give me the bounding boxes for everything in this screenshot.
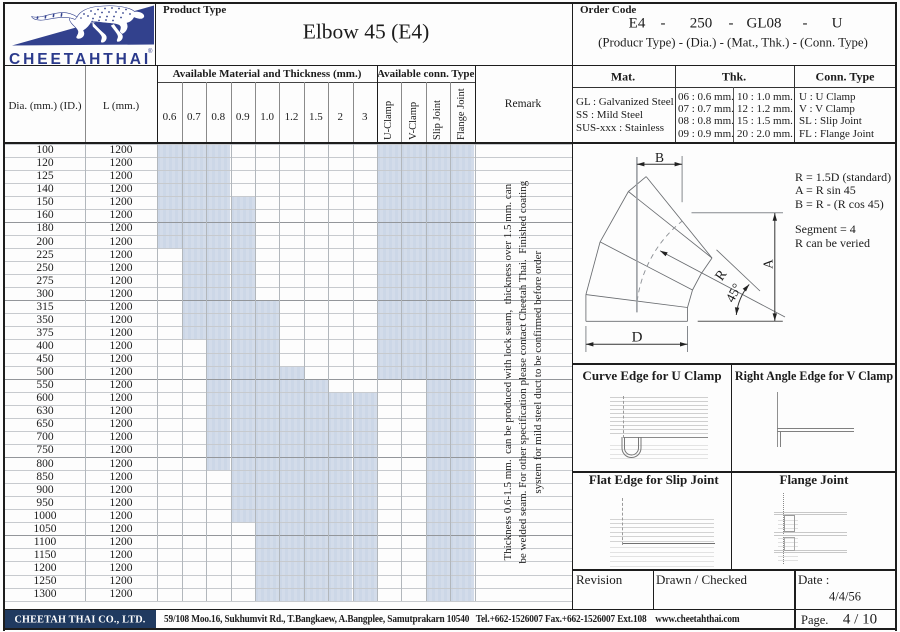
svg-text:®: ®: [148, 48, 153, 55]
svg-text:CHEETAHTHAI: CHEETAHTHAI: [9, 51, 150, 65]
